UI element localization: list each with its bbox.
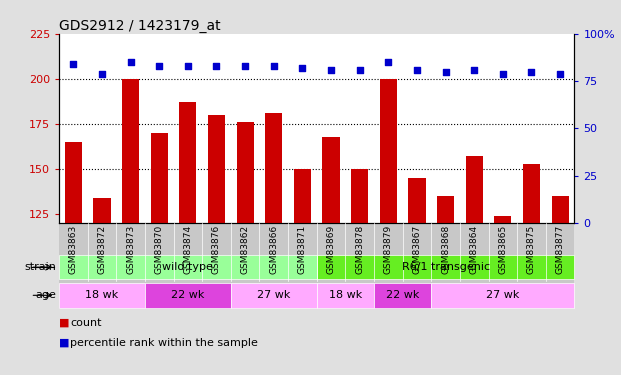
Text: GSM83878: GSM83878 — [355, 225, 364, 274]
Text: wild type: wild type — [163, 262, 213, 272]
Text: GSM83877: GSM83877 — [556, 225, 564, 274]
Bar — [65, 142, 82, 223]
Point — [441, 69, 451, 75]
Bar — [494, 216, 512, 223]
Point — [240, 63, 250, 69]
Text: GSM83870: GSM83870 — [155, 225, 164, 274]
Text: ■: ■ — [59, 338, 73, 348]
Bar — [294, 169, 311, 223]
Text: GSM83876: GSM83876 — [212, 225, 221, 274]
Text: count: count — [70, 318, 102, 327]
Bar — [551, 196, 569, 223]
Point — [125, 59, 135, 65]
Point — [383, 59, 393, 65]
Text: 22 wk: 22 wk — [386, 290, 419, 300]
Point — [412, 67, 422, 73]
Bar — [237, 122, 254, 223]
Text: GSM83868: GSM83868 — [441, 225, 450, 274]
Text: R6/1 transgenic: R6/1 transgenic — [402, 262, 489, 272]
Text: GSM83862: GSM83862 — [240, 225, 250, 274]
Point — [555, 70, 565, 76]
Bar — [93, 198, 111, 223]
Point — [154, 63, 164, 69]
Bar — [151, 133, 168, 223]
Text: GSM83875: GSM83875 — [527, 225, 536, 274]
Text: 18 wk: 18 wk — [85, 290, 119, 300]
Text: 18 wk: 18 wk — [329, 290, 362, 300]
Bar — [122, 79, 139, 223]
Text: GSM83864: GSM83864 — [469, 225, 479, 274]
Point — [469, 67, 479, 73]
Bar — [265, 113, 283, 223]
Text: GSM83872: GSM83872 — [97, 225, 106, 274]
Text: GSM83867: GSM83867 — [412, 225, 422, 274]
Text: GSM83863: GSM83863 — [69, 225, 78, 274]
Text: GSM83866: GSM83866 — [270, 225, 278, 274]
Point — [297, 65, 307, 71]
Point — [68, 61, 78, 67]
Point — [269, 63, 279, 69]
Bar — [179, 102, 196, 223]
Bar — [437, 196, 454, 223]
Text: 22 wk: 22 wk — [171, 290, 204, 300]
Bar — [208, 115, 225, 223]
Bar — [523, 164, 540, 223]
Bar — [466, 156, 483, 223]
Point — [97, 70, 107, 76]
Bar — [379, 79, 397, 223]
Text: GDS2912 / 1423179_at: GDS2912 / 1423179_at — [59, 19, 220, 33]
Point — [326, 67, 336, 73]
Bar — [351, 169, 368, 223]
Point — [527, 69, 537, 75]
Bar — [409, 178, 425, 223]
Text: percentile rank within the sample: percentile rank within the sample — [70, 338, 258, 348]
Text: GSM83873: GSM83873 — [126, 225, 135, 274]
Bar — [322, 136, 340, 223]
Text: ■: ■ — [59, 318, 73, 327]
Point — [212, 63, 222, 69]
Text: strain: strain — [24, 262, 56, 272]
Text: GSM83874: GSM83874 — [183, 225, 193, 274]
Text: GSM83865: GSM83865 — [498, 225, 507, 274]
Text: GSM83869: GSM83869 — [327, 225, 335, 274]
Point — [498, 70, 508, 76]
Text: GSM83879: GSM83879 — [384, 225, 393, 274]
Text: age: age — [35, 290, 56, 300]
Point — [355, 67, 365, 73]
Text: 27 wk: 27 wk — [486, 290, 520, 300]
Text: GSM83871: GSM83871 — [298, 225, 307, 274]
Point — [183, 63, 193, 69]
Text: 27 wk: 27 wk — [257, 290, 291, 300]
